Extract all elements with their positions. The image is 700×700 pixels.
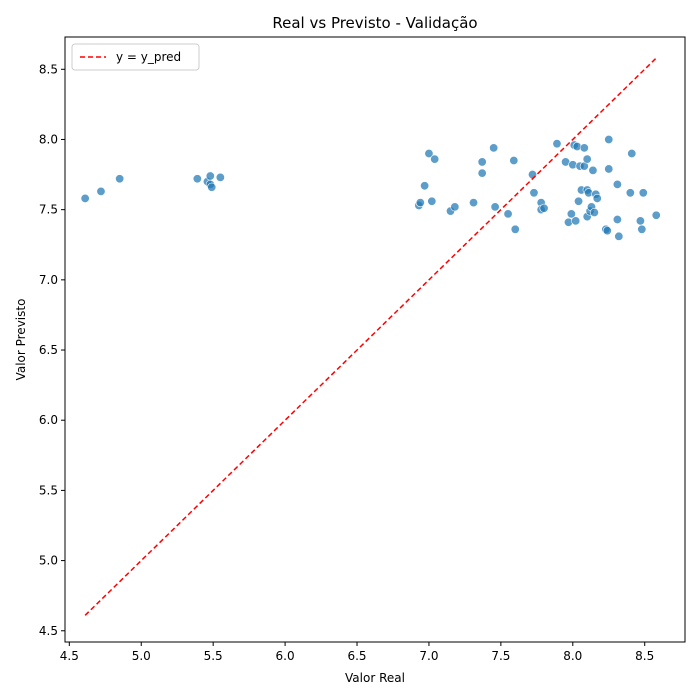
data-point	[115, 174, 125, 184]
data-point	[627, 149, 637, 159]
reference-line	[84, 57, 657, 616]
x-axis-label: Valor Real	[345, 671, 405, 685]
x-tick-label: 8.5	[635, 649, 654, 663]
y-tick-label: 5.0	[39, 554, 58, 568]
legend: y = y_pred	[71, 43, 200, 71]
data-point	[430, 154, 440, 164]
data-point	[528, 170, 538, 180]
x-tick-label: 6.0	[276, 649, 295, 663]
data-point	[589, 207, 599, 217]
chart-title: Real vs Previsto - Validação	[272, 14, 477, 32]
data-point	[604, 164, 614, 174]
data-point	[80, 193, 90, 203]
data-point	[638, 188, 648, 198]
data-point	[571, 216, 581, 226]
x-tick-label: 4.5	[60, 649, 79, 663]
data-point	[574, 196, 584, 206]
legend-box	[71, 43, 200, 71]
data-point	[424, 149, 434, 159]
data-point	[415, 198, 425, 208]
y-tick-label: 7.5	[39, 203, 58, 217]
y-axis: 4.5 5.0 5.5 6.0 6.5 7.0 7.5 8.0 8.5	[39, 62, 65, 638]
data-point	[503, 209, 513, 219]
legend-entry-label: y = y_pred	[116, 50, 181, 64]
data-point	[582, 154, 592, 164]
data-point	[602, 226, 612, 236]
y-tick-label: 7.0	[39, 273, 58, 287]
x-tick-label: 6.5	[347, 649, 366, 663]
data-point	[510, 224, 520, 234]
y-tick-label: 4.5	[39, 624, 58, 638]
x-tick-label: 7.0	[419, 649, 438, 663]
data-point	[604, 134, 614, 144]
data-point	[469, 198, 479, 208]
data-point	[477, 168, 487, 178]
data-point	[635, 216, 645, 226]
data-point	[612, 179, 622, 189]
data-point	[96, 186, 106, 196]
data-point	[420, 181, 430, 191]
y-axis-label: Valor Previsto	[14, 299, 28, 381]
data-point	[207, 182, 217, 192]
y-tick-label: 8.0	[39, 132, 58, 146]
data-point	[539, 203, 549, 213]
x-tick-label: 5.5	[204, 649, 223, 663]
data-point	[588, 165, 598, 175]
data-point	[612, 214, 622, 224]
data-point	[651, 210, 661, 220]
x-tick-label: 8.0	[563, 649, 582, 663]
plot-frame	[64, 36, 686, 643]
data-point	[205, 171, 215, 181]
data-point	[592, 193, 602, 203]
y-tick-label: 6.0	[39, 413, 58, 427]
x-tick-label: 5.0	[132, 649, 151, 663]
data-point	[529, 188, 539, 198]
data-point	[192, 174, 202, 184]
x-tick-label: 7.5	[491, 649, 510, 663]
data-point	[509, 156, 519, 166]
data-point	[614, 231, 624, 241]
data-point	[490, 202, 500, 212]
data-point	[477, 157, 487, 167]
data-point	[427, 196, 437, 206]
data-point	[450, 202, 460, 212]
data-point	[566, 209, 576, 219]
plot-area	[80, 57, 661, 616]
x-axis: 4.5 5.0 5.5 6.0 6.5 7.0 7.5 8.0 8.5	[60, 642, 654, 663]
data-point	[552, 139, 562, 149]
data-point	[637, 224, 647, 234]
data-point	[215, 172, 225, 182]
y-tick-label: 5.5	[39, 483, 58, 497]
data-point	[579, 143, 589, 153]
data-point	[489, 143, 499, 153]
data-point	[625, 188, 635, 198]
y-tick-label: 6.5	[39, 343, 58, 357]
y-tick-label: 8.5	[39, 62, 58, 76]
